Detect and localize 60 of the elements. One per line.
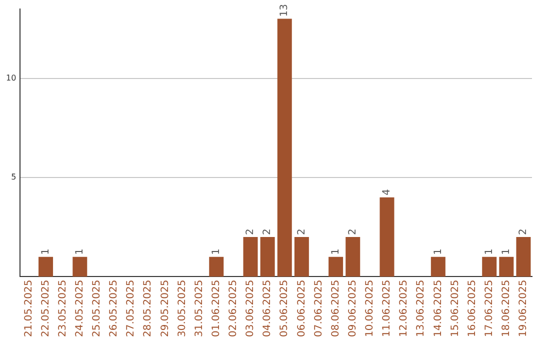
bar xyxy=(499,256,514,277)
x-tick-label: 14.06.2025 xyxy=(432,280,444,338)
data-label: 4 xyxy=(382,188,393,196)
data-label: 1 xyxy=(210,248,222,255)
bar xyxy=(72,256,88,277)
bar xyxy=(209,256,224,277)
data-label: 1 xyxy=(484,248,495,255)
x-tick-label: 18.06.2025 xyxy=(501,280,512,338)
x-tick-label: 11.06.2025 xyxy=(382,280,393,338)
bar xyxy=(380,197,394,277)
x-tick-label: 08.06.2025 xyxy=(330,280,342,338)
x-tick-label: 24.05.2025 xyxy=(74,280,86,338)
bar xyxy=(294,237,309,277)
x-tick-label: 23.05.2025 xyxy=(57,280,68,338)
y-tick-label: 5 xyxy=(11,172,16,182)
x-tick-label: 27.05.2025 xyxy=(126,280,137,338)
x-tick-label: 29.05.2025 xyxy=(160,280,171,338)
x-tick-label: 25.05.2025 xyxy=(92,280,103,338)
x-tick-label: 13.06.2025 xyxy=(416,280,427,338)
data-label: 2 xyxy=(262,228,274,236)
x-tick-label: 07.06.2025 xyxy=(313,280,324,338)
bar xyxy=(430,256,446,277)
data-label: 1 xyxy=(74,248,86,255)
x-tick-label: 10.06.2025 xyxy=(364,280,376,338)
data-label: 1 xyxy=(432,248,444,255)
data-label: 2 xyxy=(347,228,358,236)
x-tick-label: 31.05.2025 xyxy=(194,280,205,338)
bar xyxy=(482,256,497,277)
bar xyxy=(516,237,531,277)
x-tick-label: 21.05.2025 xyxy=(23,280,34,338)
data-label: 1 xyxy=(40,248,52,255)
bar xyxy=(346,237,360,277)
x-tick-label: 28.05.2025 xyxy=(142,280,154,338)
x-tick-label: 09.06.2025 xyxy=(347,280,358,338)
x-tick-label: 01.06.2025 xyxy=(210,280,222,338)
x-tick-label: 03.06.2025 xyxy=(245,280,256,338)
data-label: 2 xyxy=(245,228,256,236)
data-label: 2 xyxy=(296,228,308,236)
x-tick-label: 12.06.2025 xyxy=(398,280,410,338)
x-tick-label: 17.06.2025 xyxy=(484,280,495,338)
data-label: 1 xyxy=(501,248,512,255)
data-label: 1 xyxy=(330,248,342,255)
x-tick-label: 22.05.2025 xyxy=(40,280,52,338)
x-tick-label: 04.06.2025 xyxy=(262,280,274,338)
x-tick-label: 30.05.2025 xyxy=(176,280,188,338)
x-tick-label: 16.06.2025 xyxy=(466,280,478,338)
bar xyxy=(260,237,275,277)
data-label: 13 xyxy=(279,4,290,17)
data-label: 2 xyxy=(518,228,530,236)
x-tick-label: 02.06.2025 xyxy=(228,280,240,338)
y-tick-label: 10 xyxy=(6,73,16,82)
x-tick-label: 05.06.2025 xyxy=(279,280,290,338)
bar xyxy=(38,256,54,277)
x-tick-label: 26.05.2025 xyxy=(108,280,120,338)
x-tick-label: 15.06.2025 xyxy=(450,280,461,338)
x-tick-label: 19.06.2025 xyxy=(518,280,530,338)
bar xyxy=(277,18,292,277)
bar xyxy=(328,256,344,277)
bar xyxy=(243,237,258,277)
x-tick-label: 06.06.2025 xyxy=(296,280,308,338)
